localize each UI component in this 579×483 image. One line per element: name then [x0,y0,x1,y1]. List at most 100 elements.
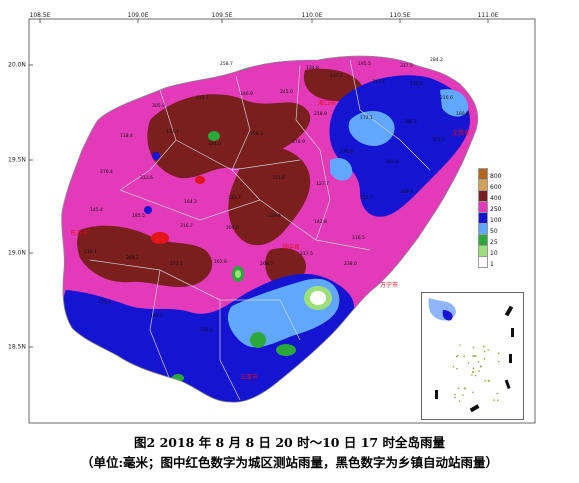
station-value: 282.2 [404,120,417,125]
inset-island-dot [483,350,486,353]
map-frame [28,18,536,424]
field-50 [440,89,469,117]
field-25 [250,332,266,348]
station-value: 284.2 [430,58,443,63]
field-25 [172,374,184,382]
inset-island-dot [483,358,486,360]
station-value: 271.7 [360,196,373,201]
inset-island-dot [452,365,455,368]
field-1 [310,291,326,305]
city-label: 万宁市 [380,282,399,289]
city-label: 东方市 [70,230,89,237]
inset-island-dot [497,352,500,355]
tick-top: 109.5E [211,12,233,19]
station-value: 182.1 [200,328,213,333]
inset-island-dot [454,396,456,399]
inset-island-dot [484,380,486,382]
inset-island-dot [458,400,461,402]
legend-label: 1 [490,261,494,268]
station-value: 316.7 [180,224,193,229]
field-100 [329,75,470,217]
station-value: 217.5 [300,252,313,257]
station-value: 176.6 [340,150,353,155]
legend-label: 400 [490,195,502,202]
station-value: 145.4 [90,208,103,213]
inset-island-dot [496,392,499,395]
station-value: 142.8 [314,220,327,225]
station-value: 271.1 [170,262,183,267]
station-value: 278.9 [292,140,305,145]
station-value: 324.0 [208,142,221,147]
inset-island-dot [472,355,475,357]
station-value: 155.1 [98,300,111,305]
tick-top: 108.5E [29,12,51,19]
inset-island-dot [471,374,473,376]
inset-map [421,292,524,420]
inset-island-dot [457,354,459,357]
field-400 [147,94,311,179]
station-value: 137.2 [330,74,343,79]
tick-left: 19.0N [8,249,26,257]
field-400 [77,225,213,287]
station-value: 195.5 [358,62,371,67]
field-red-core [195,176,205,184]
station-value: 258.7 [220,62,233,67]
station-value: 238.0 [344,262,357,267]
field-red-core [151,232,169,244]
station-value: 211.7 [196,96,209,101]
legend-label: 250 [490,206,502,213]
station-value: 313.6 [140,176,153,181]
station-value: 305.9 [152,104,165,109]
inset-island-dot [487,379,490,382]
station-value: 117.7 [166,130,179,135]
station-value: 204.0 [226,226,239,231]
station-value: 276.4 [100,170,113,175]
inset-island-dot [472,370,474,373]
station-value: 134.8 [306,66,319,71]
station-value: 216.6 [440,96,453,101]
station-value: 245.0 [280,90,293,95]
station-value: 116.5 [352,236,365,241]
tick-top: 110.5E [389,12,411,19]
field-25 [276,344,296,356]
station-value: 218.9 [314,112,327,117]
station-value: 161.6 [386,160,399,165]
station-value: 317.4 [372,80,385,85]
figure-caption-title: 图2 2018 年 8 月 8 日 20 时～10 日 17 时全岛雨量 [134,435,445,450]
station-value: 317.5 [400,64,413,69]
station-value: 349.3 [400,190,413,195]
tick-left: 19.5N [8,156,26,164]
inset-island-dot [487,349,489,351]
field-10 [235,270,241,278]
city-label: 琼中县 [282,244,301,251]
legend-label: 10 [490,250,498,257]
tick-top: 110.0E [301,12,323,19]
field-25 [208,131,220,141]
station-value: 229.4 [268,214,281,219]
tick-top: 109.0E [127,12,149,19]
legend-label: 100 [490,217,502,224]
city-label: 文昌市 [452,130,471,137]
inset-island-dot [467,362,470,364]
inset-island-dot [472,346,475,349]
field-100 [144,206,152,214]
tick-left: 20.0N [8,61,26,69]
station-value: 301.5 [432,138,445,143]
inset-island-dot [474,374,477,377]
county-boundaries [89,59,431,401]
field-400 [303,68,363,102]
inset-island-dot [483,345,485,348]
field-400 [228,146,311,246]
station-value: 185.5 [132,214,145,219]
inset-island-dot [463,355,466,358]
inset-island-dot [456,367,458,370]
station-value: 146.9 [240,92,253,97]
tick-top: 111.0E [477,12,499,19]
station-value: 268.5 [260,262,273,267]
legend-label: 50 [490,228,498,235]
inset-island-dot [457,387,460,390]
field-100 [152,152,160,160]
city-label: 海口市 [318,100,337,107]
inset-island-dot [472,367,475,370]
